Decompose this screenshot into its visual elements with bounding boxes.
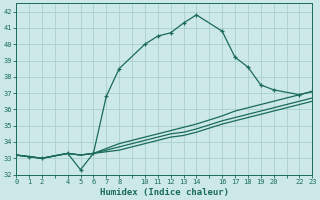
X-axis label: Humidex (Indice chaleur): Humidex (Indice chaleur) — [100, 188, 229, 197]
